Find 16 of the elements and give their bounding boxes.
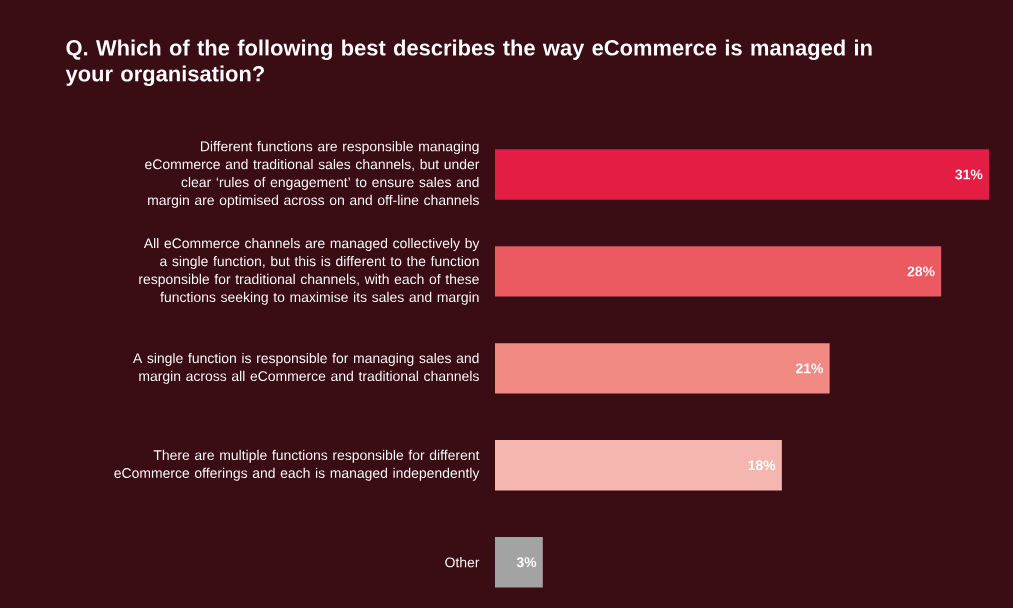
data-label: 21%: [796, 363, 824, 374]
y-tick-label: Other: [445, 557, 480, 568]
y-tick-label: A single function is responsible for managing sales and margin across all eCommerce and traditional channels: [132, 352, 479, 384]
y-tick-label: There are multiple functions responsible for different eCommerce offerings and each is managed independently: [114, 449, 480, 481]
chart-title: Q. Which of the following best describes the way eCommerce is managed in your organisation?: [65, 39, 872, 86]
data-label: 18%: [748, 460, 776, 471]
data-label: 3%: [516, 557, 537, 568]
bar: [495, 440, 782, 491]
bar: [495, 343, 830, 394]
bar: [495, 537, 543, 588]
data-label: 31%: [955, 169, 983, 180]
y-tick-label: Different functions are responsible managing eCommerce and traditional sales channels, but under clear ‘rules of engagement’ to ensure sales and margin are optimised across on and off-line channels: [145, 141, 480, 208]
bar: [495, 149, 989, 200]
y-tick-label: All eCommerce channels are managed collectively by a single function, but this is different to the function responsible for traditional channels, with each of these functions seeking to maximise its sales and margin: [139, 238, 480, 305]
bar: [495, 246, 942, 297]
data-label: 28%: [907, 266, 935, 277]
